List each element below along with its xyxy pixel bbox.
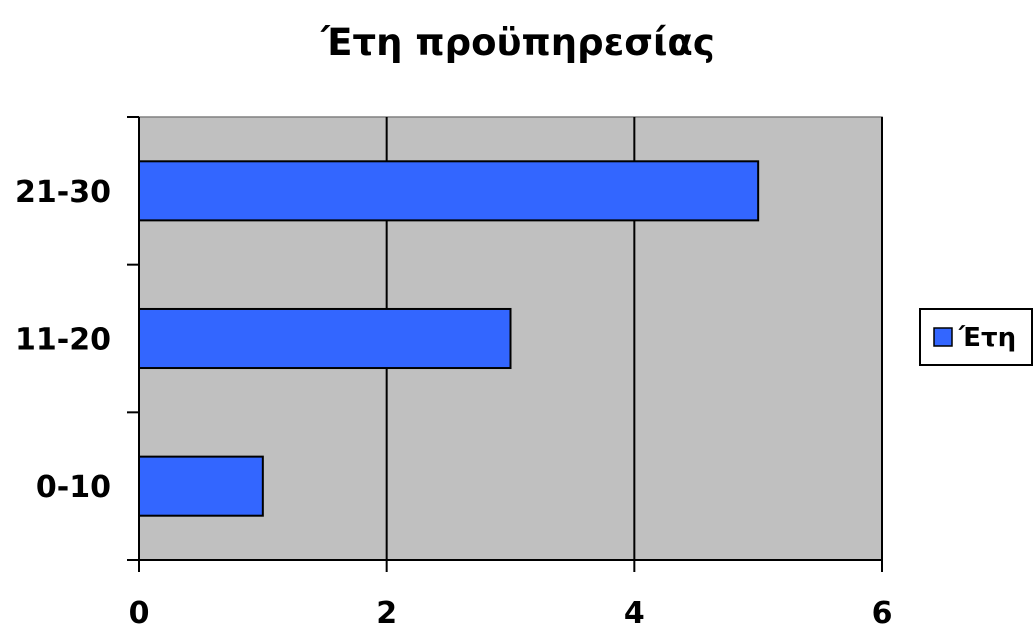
legend-label: Έτη	[958, 323, 1016, 353]
y-label-21-30: 21-30	[15, 175, 111, 210]
y-label-0-10: 0-10	[36, 470, 111, 505]
bar-0-10	[138, 455, 264, 517]
axes	[138, 117, 882, 561]
x-label-2: 2	[376, 596, 397, 631]
bar-21-30	[138, 160, 760, 222]
chart-title: Έτη προϋπηρεσίας	[320, 21, 715, 64]
y-label-11-20: 11-20	[15, 323, 111, 358]
legend-swatch	[933, 327, 953, 347]
x-axis-labels: 0 2 4 6	[129, 596, 893, 631]
bar-11-20	[138, 307, 512, 370]
legend: Έτη	[919, 308, 1033, 366]
x-label-0: 0	[129, 596, 150, 631]
x-axis-ticks	[138, 560, 883, 572]
y-axis-labels: 0-10 11-20 21-30	[15, 175, 111, 505]
x-label-4: 4	[624, 596, 645, 631]
y-axis-ticks	[127, 116, 139, 561]
x-label-6: 6	[872, 596, 893, 631]
bars	[138, 160, 760, 517]
